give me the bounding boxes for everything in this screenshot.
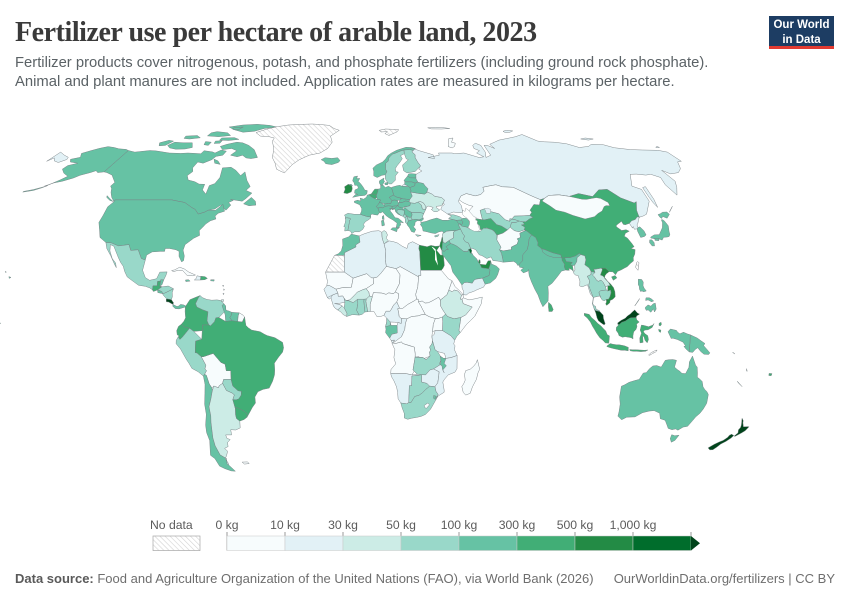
svg-text:10 kg: 10 kg bbox=[270, 518, 300, 532]
svg-text:100 kg: 100 kg bbox=[441, 518, 478, 532]
svg-text:500 kg: 500 kg bbox=[557, 518, 594, 532]
svg-text:0 kg: 0 kg bbox=[215, 518, 238, 532]
svg-text:300 kg: 300 kg bbox=[499, 518, 536, 532]
svg-text:30 kg: 30 kg bbox=[328, 518, 358, 532]
svg-text:50 kg: 50 kg bbox=[386, 518, 416, 532]
svg-text:No data: No data bbox=[150, 518, 193, 532]
svg-text:1,000 kg: 1,000 kg bbox=[610, 518, 657, 532]
